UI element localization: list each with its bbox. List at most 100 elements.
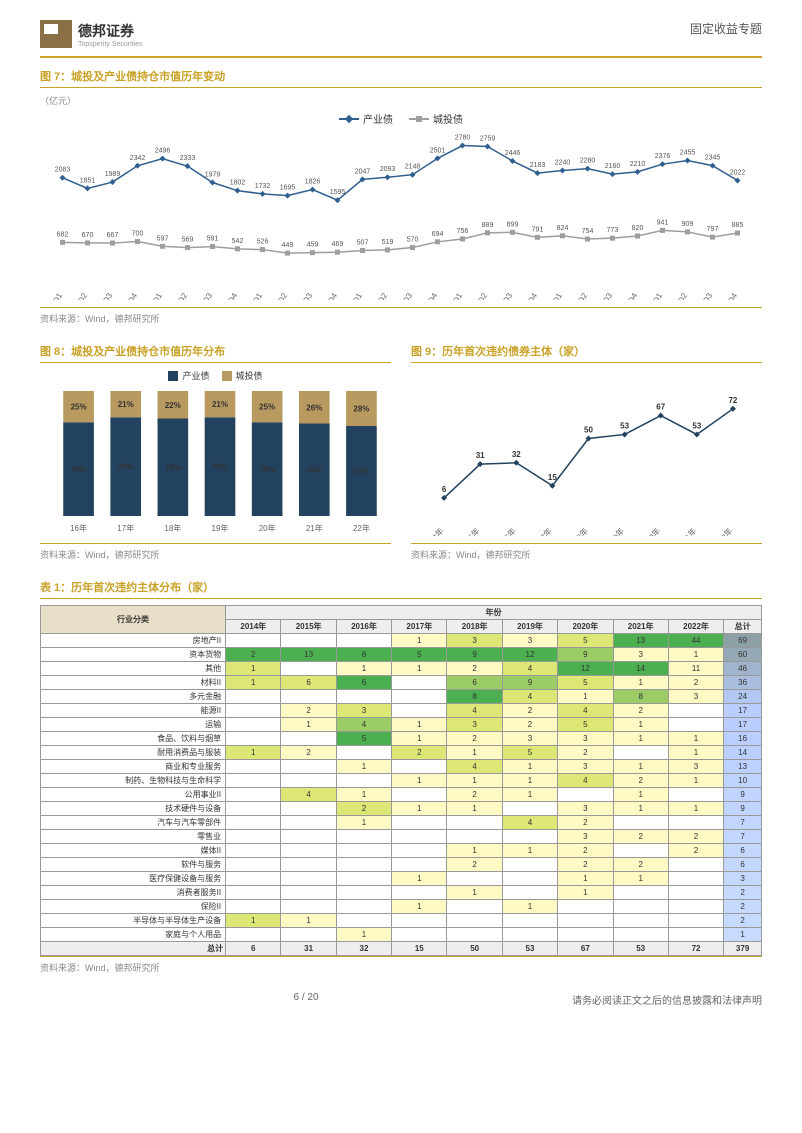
fig7-unit: （亿元） — [40, 94, 762, 107]
svg-text:22%: 22% — [165, 401, 181, 410]
svg-text:28%: 28% — [353, 405, 369, 414]
fig8-legend-1: 产业债 — [182, 369, 209, 382]
svg-text:21%: 21% — [212, 400, 228, 409]
svg-text:20Q4: 20Q4 — [522, 291, 540, 300]
svg-text:19Q1: 19Q1 — [347, 291, 365, 300]
svg-text:519: 519 — [382, 239, 394, 246]
svg-text:18Q1: 18Q1 — [247, 291, 265, 300]
svg-text:21Q1: 21Q1 — [547, 291, 565, 300]
svg-text:17年: 17年 — [117, 523, 134, 533]
svg-text:67: 67 — [656, 403, 665, 412]
svg-text:17Q4: 17Q4 — [222, 291, 240, 300]
svg-text:72%: 72% — [353, 467, 369, 476]
doc-type: 固定收益专题 — [690, 20, 762, 37]
svg-text:22年: 22年 — [353, 523, 370, 533]
svg-text:570: 570 — [407, 237, 419, 244]
fig8-legend-2: 城投债 — [236, 369, 263, 382]
svg-text:2083: 2083 — [55, 167, 71, 174]
svg-text:526: 526 — [257, 239, 269, 246]
svg-text:22Q4: 22Q4 — [722, 291, 740, 300]
svg-text:2148: 2148 — [405, 164, 421, 171]
svg-text:754: 754 — [582, 228, 594, 235]
svg-text:21%: 21% — [118, 400, 134, 409]
svg-text:2047: 2047 — [355, 168, 371, 175]
svg-text:2021年: 2021年 — [674, 526, 698, 536]
svg-text:2160: 2160 — [605, 163, 621, 170]
svg-text:17Q3: 17Q3 — [197, 291, 215, 300]
page-header: 德邦证券 Topsperity Securities 固定收益专题 — [40, 20, 762, 48]
svg-text:1851: 1851 — [80, 177, 96, 184]
fig8-chart: 75%25%16年79%21%17年78%22%18年79%21%19年75%2… — [40, 386, 391, 539]
svg-text:18年: 18年 — [164, 523, 181, 533]
fig8-title: 图 8：城投及产业债持仓市值历年分布 — [40, 343, 391, 363]
svg-text:2240: 2240 — [555, 159, 571, 166]
fig9-title: 图 9：历年首次违约债券主体（家） — [411, 343, 762, 363]
svg-text:1989: 1989 — [105, 171, 121, 178]
svg-text:2280: 2280 — [580, 158, 596, 165]
svg-text:75%: 75% — [71, 465, 87, 474]
svg-text:670: 670 — [82, 232, 94, 239]
svg-text:2018年: 2018年 — [566, 526, 590, 536]
svg-text:2022: 2022 — [730, 170, 746, 177]
svg-text:6: 6 — [442, 485, 447, 494]
svg-text:25%: 25% — [71, 403, 87, 412]
svg-text:18Q3: 18Q3 — [297, 291, 315, 300]
svg-text:2210: 2210 — [630, 161, 646, 168]
svg-text:2446: 2446 — [505, 150, 521, 157]
svg-text:20Q1: 20Q1 — [447, 291, 465, 300]
fig7-chart: 2083185119892342249623331979180217321695… — [40, 130, 762, 303]
fig9-source: 资料来源：Wind，德邦研究所 — [411, 543, 762, 561]
svg-text:74%: 74% — [306, 466, 322, 475]
svg-text:682: 682 — [57, 231, 69, 238]
svg-text:2455: 2455 — [680, 150, 696, 157]
svg-text:16Q1: 16Q1 — [47, 291, 65, 300]
svg-text:1979: 1979 — [205, 172, 221, 179]
svg-text:26%: 26% — [306, 403, 322, 412]
fig7-legend-2: 城投债 — [433, 111, 463, 126]
svg-text:2780: 2780 — [455, 135, 471, 142]
svg-text:19Q3: 19Q3 — [397, 291, 415, 300]
svg-text:32: 32 — [512, 450, 521, 459]
company-name: 德邦证券 — [78, 21, 143, 41]
svg-text:16Q3: 16Q3 — [97, 291, 115, 300]
logo-block: 德邦证券 Topsperity Securities — [40, 20, 143, 48]
svg-text:885: 885 — [732, 222, 744, 229]
svg-text:773: 773 — [607, 227, 619, 234]
svg-text:1595: 1595 — [330, 189, 346, 196]
svg-text:459: 459 — [307, 242, 319, 249]
svg-text:53: 53 — [692, 421, 701, 430]
svg-text:72: 72 — [728, 396, 737, 405]
svg-text:16Q2: 16Q2 — [72, 291, 90, 300]
svg-text:2345: 2345 — [705, 155, 721, 162]
svg-text:17Q2: 17Q2 — [172, 291, 190, 300]
svg-text:20Q3: 20Q3 — [497, 291, 515, 300]
svg-text:20年: 20年 — [259, 523, 276, 533]
svg-text:2014年: 2014年 — [421, 526, 445, 536]
svg-text:15: 15 — [548, 473, 557, 482]
svg-text:1732: 1732 — [255, 183, 271, 190]
svg-text:21Q3: 21Q3 — [597, 291, 615, 300]
svg-text:2333: 2333 — [180, 155, 196, 162]
svg-text:19Q2: 19Q2 — [372, 291, 390, 300]
svg-text:667: 667 — [107, 232, 119, 239]
svg-text:75%: 75% — [259, 465, 275, 474]
disclaimer: 请务必阅读正文之后的信息披露和法律声明 — [572, 992, 762, 1007]
svg-text:25%: 25% — [259, 403, 275, 412]
svg-text:16Q4: 16Q4 — [122, 291, 140, 300]
svg-text:889: 889 — [482, 222, 494, 229]
company-name-en: Topsperity Securities — [78, 41, 143, 48]
svg-text:756: 756 — [457, 228, 469, 235]
svg-text:2093: 2093 — [380, 166, 396, 173]
svg-text:16年: 16年 — [70, 523, 87, 533]
svg-text:2496: 2496 — [155, 148, 171, 155]
svg-text:53: 53 — [620, 421, 629, 430]
tab1-source: 资料来源：Wind，德邦研究所 — [40, 956, 762, 974]
svg-text:469: 469 — [332, 241, 344, 248]
svg-text:1695: 1695 — [280, 185, 296, 192]
fig7-source: 资料来源：Wind，德邦研究所 — [40, 307, 762, 325]
svg-text:941: 941 — [657, 219, 669, 226]
svg-text:19Q4: 19Q4 — [422, 291, 440, 300]
fig7-legend-1: 产业债 — [363, 111, 393, 126]
svg-text:824: 824 — [557, 225, 569, 232]
svg-text:18Q2: 18Q2 — [272, 291, 290, 300]
